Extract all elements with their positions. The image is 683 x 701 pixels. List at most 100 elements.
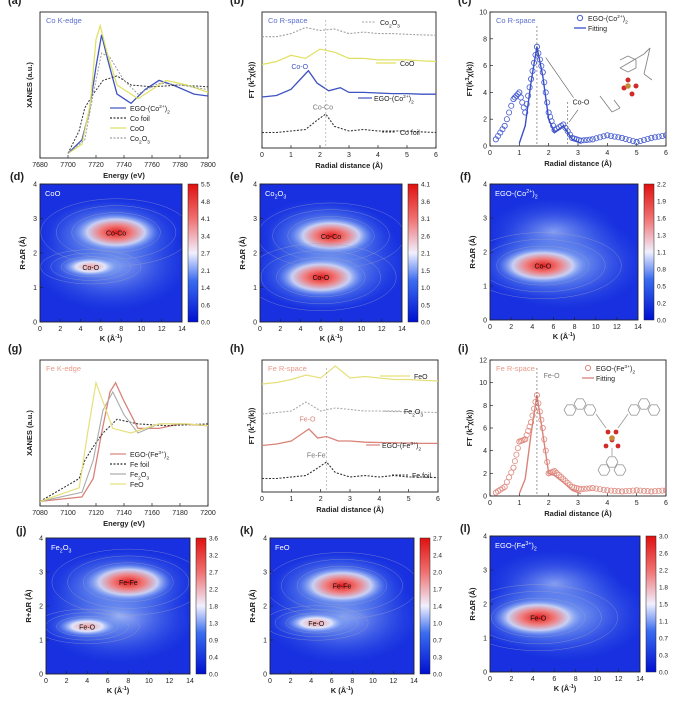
colorbar-label: 2.2 [659, 568, 668, 575]
data-point [633, 487, 640, 494]
x-axis-label: Radial distance (Å) [315, 161, 383, 170]
bond [595, 413, 607, 429]
x-tick-label: 14 [636, 676, 644, 683]
x-axis-label-part: K (Å [553, 332, 569, 341]
x-axis-label: Radial distance (Å) [316, 505, 384, 514]
colorbar-label: 2.7 [201, 251, 210, 258]
y-tick-label: 1 [483, 284, 487, 291]
data-point [503, 479, 510, 486]
x-tick-label: 4 [376, 152, 380, 159]
legend-label-part: O [141, 472, 147, 479]
contour-line [276, 257, 366, 298]
panel-letter: (d) [10, 171, 24, 183]
x-axis-label-part: ) [127, 686, 130, 695]
data-point [523, 432, 530, 439]
bond [619, 53, 645, 69]
contour-line [490, 584, 618, 651]
data-point [589, 485, 596, 492]
colorbar-label: 0.0 [209, 672, 218, 679]
y-tick-label: 1 [483, 636, 487, 643]
series-group [40, 380, 208, 503]
peak-label: Fe-Fe [119, 580, 138, 587]
colorbar [195, 537, 207, 675]
panel-title-part: Co [265, 189, 275, 198]
y-axis-label-part: χ(k)) [465, 409, 474, 425]
bond [614, 456, 619, 463]
bond [572, 404, 577, 411]
panel-a: (a) Co K-edge 7680 7700 7720 7740 7760 7780 7800… [8, 0, 216, 180]
x-axis-label-part: ) [340, 334, 343, 343]
x-tick-label: 6 [99, 326, 103, 333]
plot-frame [261, 359, 439, 493]
legend-label: EGO-(Fe3+)2 [382, 441, 421, 453]
y-axis-label: FT (k3χ(k)) [247, 61, 256, 98]
bond [619, 55, 629, 61]
x-tick-label: 4 [530, 324, 534, 331]
legend-label-part: 3+ [158, 450, 164, 456]
x-axis-label: K (Å-1) [553, 332, 576, 341]
panel-title: Fe2O3 [51, 543, 72, 555]
x-axis-label-part: K (Å [554, 684, 570, 693]
x-tick-label: 8 [350, 678, 354, 685]
data-point [618, 134, 626, 142]
data-point [589, 136, 596, 143]
x-tick-label: 0 [488, 150, 492, 157]
x-tick-label: 10 [138, 326, 146, 333]
x-tick-label: 0 [260, 152, 264, 159]
x-tick-label: 7700 [60, 162, 76, 169]
colorbar-label: 2.1 [421, 251, 430, 258]
x-axis-label: Energy (eV) [103, 519, 145, 528]
legend-label-part: EGO-(Co [130, 106, 159, 113]
data-point [508, 469, 515, 476]
colorbar-label: 2.7 [209, 570, 218, 577]
legend-label-part: 3+ [624, 364, 630, 370]
x-tick-label: 6 [436, 496, 440, 503]
colorbar [187, 183, 199, 323]
data-point [514, 91, 521, 98]
bond [647, 409, 652, 416]
peak-spot [71, 212, 161, 253]
contour-line [60, 256, 121, 278]
data-point [618, 488, 626, 495]
x-tick-label: 5 [407, 496, 411, 503]
legend-label-part: O [415, 409, 421, 416]
x-tick-label: 3 [576, 500, 580, 507]
panel-g: (g) Fe K-edge 7080 7100 7120 7140 7160 7180 7200… [8, 343, 216, 528]
y-axis-label: R+ΔR (Å) [238, 236, 247, 270]
peak-annotation: Co-O [291, 64, 308, 71]
peak-annotation: Fe-O [544, 373, 561, 380]
legend-label: Co foil [400, 130, 420, 137]
x-tick-label: 12 [158, 326, 166, 333]
x-tick-label: 10 [593, 676, 601, 683]
data-point [622, 488, 629, 495]
y-axis-label-part: 3 [465, 425, 471, 428]
colorbar-label: 1.7 [433, 587, 442, 594]
colorbar-label: 3.6 [209, 536, 218, 543]
y-axis-label: FT (k3χ(k)) [247, 407, 256, 444]
data-point [499, 485, 506, 492]
bond [643, 47, 651, 75]
legend-label-part: 3 [147, 140, 150, 146]
peak-annotation: Co-Co [313, 104, 333, 111]
y-axis-label: R+ΔR (Å) [248, 589, 257, 623]
peak-annotation: Fe-Fe [307, 453, 326, 460]
colorbar-label: 0.3 [433, 655, 442, 662]
panel-title: EGO-(Co2+)2 [495, 189, 538, 201]
y-axis-label-part: FT (k [247, 80, 256, 99]
atom [615, 443, 621, 449]
x-tick-label: 0 [260, 496, 264, 503]
plot-frame [489, 11, 667, 147]
colorbar-label: 0.5 [421, 302, 430, 309]
y-tick-label: 1 [263, 638, 267, 645]
bond [572, 409, 577, 416]
x-axis-label-part: -1 [115, 334, 120, 340]
y-axis-label-part: χ(k)) [247, 407, 256, 423]
data-point [655, 487, 662, 494]
annotation-pointer [568, 109, 579, 123]
y-axis-label-part: FT (k [247, 426, 256, 445]
contour-line [83, 562, 174, 602]
y-tick-label: 1 [253, 285, 257, 292]
data-point [641, 136, 648, 143]
